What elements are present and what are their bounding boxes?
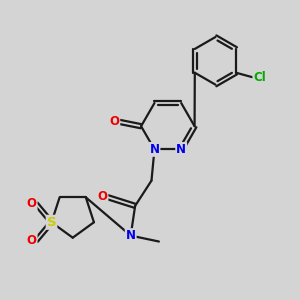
Text: N: N [149, 143, 160, 156]
Text: S: S [47, 216, 56, 229]
Text: O: O [109, 115, 119, 128]
Text: O: O [98, 190, 107, 203]
Text: Cl: Cl [254, 71, 266, 84]
Text: N: N [176, 143, 186, 156]
Text: O: O [27, 234, 37, 247]
Text: O: O [27, 197, 37, 210]
Text: N: N [126, 229, 136, 242]
